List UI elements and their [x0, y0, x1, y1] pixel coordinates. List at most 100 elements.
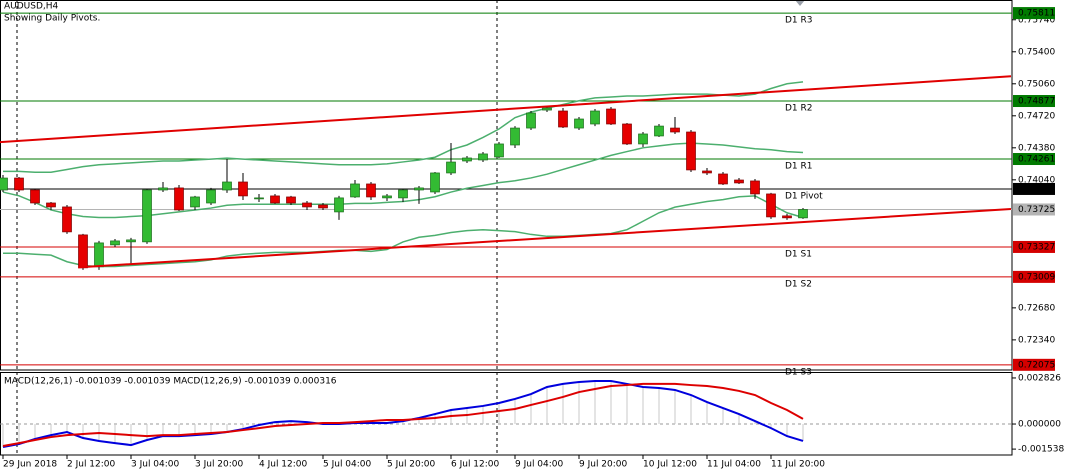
- pivot-label-bg: [1013, 95, 1055, 108]
- x-tick-label: 29 Jun 2018: [3, 460, 57, 470]
- macd-title: MACD(12,26,1) -0.001039 -0.001039 MACD(1…: [4, 377, 337, 387]
- candle-body: [750, 180, 760, 195]
- candle-body: [494, 143, 504, 158]
- pivot-label-bg: [1013, 7, 1055, 20]
- y-tick-label: 0.002826: [1018, 373, 1061, 383]
- pivot-label: 0.74261: [1018, 155, 1055, 165]
- candle-body: [446, 161, 456, 174]
- chart-subtitle: Showing Daily Pivots.: [4, 14, 100, 24]
- bollinger-band: [3, 195, 804, 268]
- pivot-label-bg: [1013, 358, 1055, 371]
- candle-body: [798, 209, 808, 219]
- pivot-label: 0.73327: [1018, 242, 1055, 252]
- pivot-name: D1 Pivot: [785, 191, 823, 201]
- candle-body: [270, 195, 280, 204]
- pivot-name: D1 R2: [785, 104, 813, 114]
- pivot-name: D1 S2: [785, 279, 812, 289]
- candle-body: [622, 123, 632, 145]
- y-tick-label: 0.75060: [1018, 79, 1055, 89]
- candle-body: [686, 131, 696, 171]
- candle-body: [590, 110, 600, 125]
- y-tick-label: 0.000000: [1018, 420, 1061, 430]
- x-tick-label: 3 Jul 04:00: [131, 460, 180, 470]
- pivot-label-bg: [1013, 270, 1055, 283]
- candle-body: [254, 197, 264, 200]
- trendline: [0, 75, 1012, 144]
- bollinger-band: [3, 81, 804, 174]
- candle-body: [0, 177, 8, 191]
- candle-body: [734, 179, 744, 184]
- candle-body: [462, 157, 472, 162]
- candle-body: [398, 189, 408, 199]
- candle-body: [510, 127, 520, 146]
- pivot-label-bg: [1013, 153, 1055, 166]
- x-tick-label: 10 Jul 12:00: [643, 460, 697, 470]
- pivot-label: 0.73943: [1018, 184, 1055, 194]
- candle-body: [542, 107, 552, 111]
- candle-body: [782, 215, 792, 219]
- candle-body: [222, 181, 232, 191]
- pivot-label-bg: [1013, 240, 1055, 253]
- candle-body: [190, 196, 200, 208]
- x-tick-label: 11 Jul 20:00: [771, 460, 825, 470]
- candle-body: [14, 177, 24, 191]
- x-tick-label: 2 Jul 12:00: [67, 460, 116, 470]
- pivot-label-bg: [1013, 182, 1055, 195]
- price-label: 0.73725: [1018, 205, 1055, 215]
- macd-line: [2, 379, 804, 448]
- candle-body: [318, 204, 328, 209]
- pivot-name: D1 S3: [785, 367, 812, 377]
- candle-body: [366, 183, 376, 198]
- candle-body: [286, 196, 296, 204]
- price-label-bg: [1013, 203, 1055, 216]
- pivot-label: 0.75811: [1018, 9, 1055, 19]
- candle-body: [382, 195, 392, 199]
- candle-body: [174, 187, 184, 211]
- candle-body: [110, 240, 120, 246]
- candle-body: [142, 189, 152, 243]
- candle-body: [350, 183, 360, 198]
- candle-body: [126, 239, 136, 243]
- x-tick-label: 4 Jul 12:00: [259, 460, 308, 470]
- y-tick-label: -0.001538: [1018, 445, 1064, 455]
- y-tick-label: 0.74720: [1018, 111, 1055, 121]
- x-tick-label: 3 Jul 20:00: [195, 460, 244, 470]
- y-tick-label: 0.74040: [1018, 175, 1055, 185]
- candle-body: [46, 202, 56, 208]
- macd-line: [2, 382, 804, 448]
- pivot-label: 0.72075: [1018, 360, 1055, 370]
- trendline: [78, 208, 1012, 269]
- x-tick-label: 6 Jul 12:00: [451, 460, 500, 470]
- pivot-label: 0.74877: [1018, 97, 1055, 107]
- trade-arrow: [795, 0, 805, 6]
- candle-body: [302, 202, 312, 208]
- candle-body: [206, 189, 216, 204]
- pivot-name: D1 R1: [785, 162, 813, 172]
- x-tick-label: 5 Jul 04:00: [323, 460, 372, 470]
- y-tick-label: 0.75400: [1018, 47, 1055, 57]
- macd-panel-border: [0, 372, 1013, 456]
- candle-body: [558, 110, 568, 128]
- candle-body: [766, 193, 776, 218]
- y-tick-label: 0.74380: [1018, 143, 1055, 153]
- x-tick-label: 9 Jul 04:00: [515, 460, 564, 470]
- candle-body: [718, 173, 728, 185]
- chart-title: AUDUSD,H4: [4, 2, 59, 12]
- candle-body: [638, 133, 648, 145]
- candle-body: [30, 189, 40, 204]
- candle-body: [414, 187, 424, 191]
- y-tick-label: 0.72680: [1018, 303, 1055, 313]
- candle-body: [478, 153, 488, 161]
- pivot-name: D1 S1: [785, 249, 812, 259]
- x-tick-label: 5 Jul 20:00: [387, 460, 436, 470]
- candle-body: [94, 242, 104, 268]
- candle-body: [574, 118, 584, 129]
- pivot-name: D1 R3: [785, 16, 813, 26]
- y-tick-label: 0.72340: [1018, 335, 1055, 345]
- candle-body: [654, 125, 664, 137]
- candle-body: [430, 172, 440, 193]
